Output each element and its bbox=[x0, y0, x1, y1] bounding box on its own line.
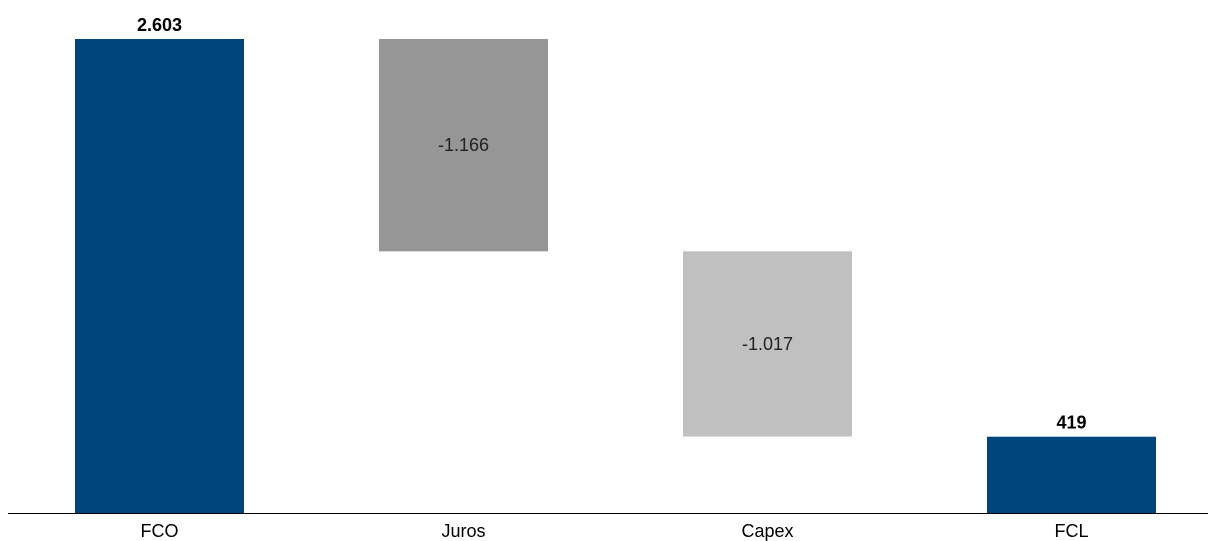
x-tick-label-fco: FCO bbox=[141, 521, 179, 541]
bar-juros bbox=[379, 39, 548, 252]
x-tick-label-fcl: FCL bbox=[1054, 521, 1088, 541]
data-label-fcl: 419 bbox=[1056, 413, 1086, 433]
x-tick-label-capex: Capex bbox=[741, 521, 793, 541]
bars-layer bbox=[75, 39, 1156, 513]
x-tick-label-juros: Juros bbox=[441, 521, 485, 541]
data-label-juros: -1.166 bbox=[438, 135, 489, 155]
data-label-fco: 2.603 bbox=[137, 15, 182, 35]
bar-fco bbox=[75, 39, 244, 513]
data-label-capex: -1.017 bbox=[742, 334, 793, 354]
labels-layer: 2.603 -1.166 -1.017 419 bbox=[137, 15, 1087, 433]
bar-fcl bbox=[987, 436, 1156, 513]
bar-capex bbox=[683, 251, 852, 437]
x-tick-labels: FCO Juros Capex FCL bbox=[141, 521, 1089, 541]
